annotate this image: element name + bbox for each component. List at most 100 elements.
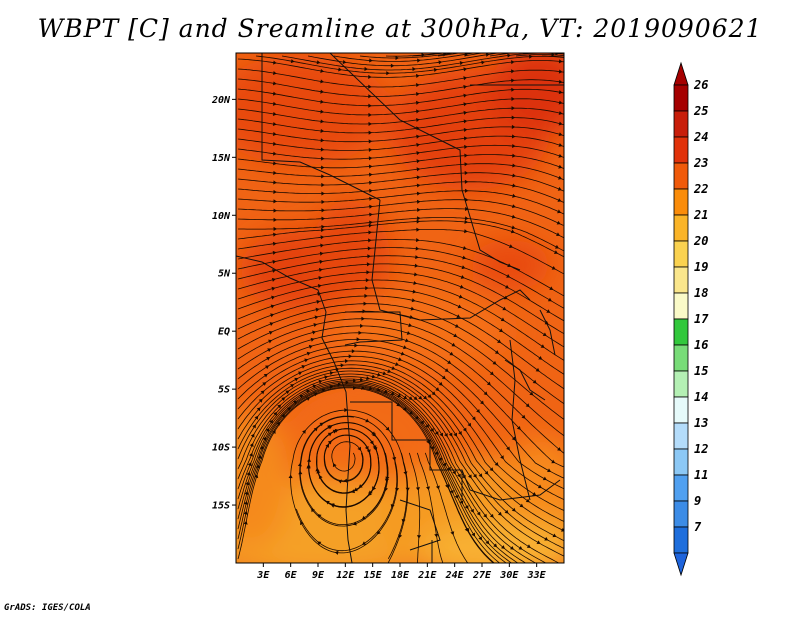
streamline [237,287,564,375]
streamline-arrow [409,315,414,319]
streamline-arrow [272,70,277,76]
streamline-arrow [298,470,303,475]
streamline-arrow [288,474,293,479]
streamline-arrow [371,374,376,379]
streamline-arrow [246,471,251,476]
colorbar-label: 19 [694,260,708,274]
streamline-arrow [300,521,304,526]
streamline-arrow [293,400,298,405]
streamline-arrow [558,69,563,74]
streamline [437,53,462,57]
lon-tick-label: 9E [312,570,325,581]
streamline-arrow [311,508,315,513]
streamline-arrow [368,139,373,144]
streamline-arrow [478,473,483,478]
streamline [416,452,444,563]
streamline-arrow [272,141,277,146]
streamline-arrow [544,536,549,541]
streamline-arrow [417,216,421,221]
streamline-arrow [557,198,562,202]
streamline-arrow [537,484,542,489]
streamline-arrow [314,315,319,320]
streamline-arrow [321,199,325,205]
lat-tick-label: 15S [212,501,230,512]
streamline-arrow [321,208,325,213]
streamline-arrow [320,68,325,74]
streamline-arrow [558,164,563,169]
streamline-arrow [397,393,402,398]
streamline-arrow [368,223,373,228]
streamline [237,172,564,192]
streamline-arrow [449,351,454,356]
streamline-arrow [511,69,515,74]
streamline-arrow [369,196,373,201]
streamline-arrow [507,53,511,58]
streamline-arrow [408,323,413,328]
streamline [237,381,527,563]
streamline-arrow [369,58,373,63]
streamline-arrow [558,59,563,64]
streamline [237,199,564,226]
streamline-arrow [405,487,410,492]
colorbar-segment [673,136,689,164]
streamline-arrow [396,402,401,407]
streamline [237,107,564,125]
streamline [542,55,564,58]
streamline-arrow [435,387,440,391]
colorbar-label: 17 [694,312,709,326]
streamline-arrow [454,494,459,499]
streamline-arrow [368,230,372,235]
streamline-arrow [456,314,461,318]
streamline-arrow [387,369,392,374]
streamline-arrow [324,375,329,380]
streamline [237,325,564,454]
streamline-arrow [316,60,321,65]
streamline-arrow [272,101,277,106]
streamline-arrow [416,142,420,147]
streamline-arrow [269,419,273,424]
streamline-arrow [352,378,357,383]
streamline-arrow [360,323,364,328]
lat-tick-label: 20N [211,95,231,106]
colorbar-segment [673,500,689,528]
streamline-arrow [358,330,362,335]
streamline [432,452,495,563]
streamline-arrow [485,53,490,57]
streamline-arrow [316,299,321,304]
streamline-arrow [462,474,466,479]
streamline-arrow [272,268,276,273]
streamline [237,360,564,522]
streamline-arrow [273,180,277,185]
streamline-arrow [415,73,420,78]
streamline-arrow [551,53,555,57]
streamline-arrow [325,443,330,448]
streamline-arrow [448,432,453,437]
streamline-arrow [415,487,420,491]
streamline-arrow [417,58,421,63]
streamline-arrow [467,422,472,427]
streamlines [237,53,564,563]
streamline-arrow [557,209,562,214]
lon-tick-label: 30E [499,570,519,581]
streamline-arrow [332,463,337,468]
streamline-arrow [503,295,508,300]
streamline-arrow [320,79,324,84]
streamline-arrow [369,204,373,209]
streamline-arrow [485,540,490,545]
colorbar-segment [673,84,689,112]
streamline-arrow [481,60,485,65]
streamline-arrow [335,367,340,372]
streamline-arrow [551,265,556,270]
chart-title: WBPT [C] and Sreamline at 300hPa, VT: 20… [37,14,763,43]
streamline-arrow [416,134,420,139]
streamline-arrow [367,246,372,251]
streamline-arrow [317,541,322,546]
streamline-arrow [532,379,537,384]
streamline-arrow [435,485,440,490]
streamline-arrow [461,265,466,270]
streamline-arrow [403,395,408,400]
streamline-arrow [243,520,248,525]
streamline-arrow [369,220,373,225]
streamline-arrow [547,297,552,302]
streamline-arrow [416,219,421,224]
